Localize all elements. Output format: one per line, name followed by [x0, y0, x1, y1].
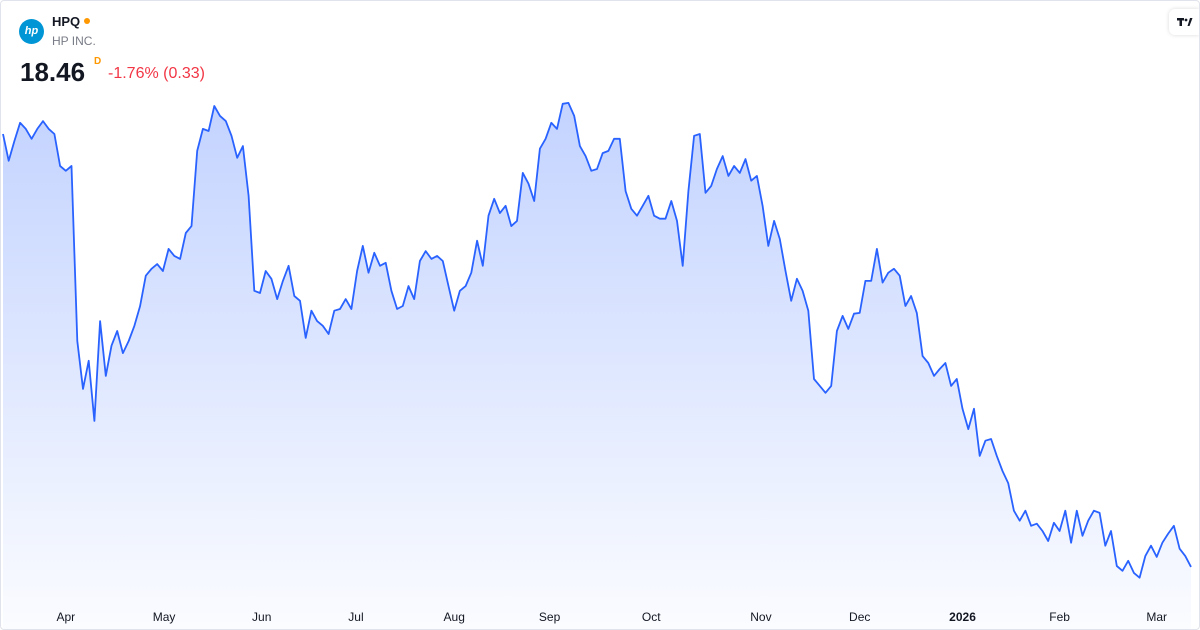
symbol[interactable]: HPQ — [52, 14, 91, 29]
x-tick-label: Jul — [348, 610, 363, 624]
company-name: HP INC. — [52, 34, 96, 48]
logo: hp — [19, 19, 44, 44]
x-tick-label: 2026 — [949, 610, 976, 624]
x-tick-label: Aug — [444, 610, 465, 624]
interval: D — [94, 56, 102, 67]
x-tick-label: Feb — [1049, 610, 1070, 624]
area-fill — [3, 102, 1191, 629]
x-tick-label: Jun — [252, 610, 271, 624]
change: -1.76% (0.33) — [108, 65, 205, 82]
x-tick-label: Nov — [750, 610, 771, 624]
status-dot — [84, 18, 91, 24]
x-tick-label: Apr — [56, 610, 75, 624]
x-tick-label: Mar — [1146, 610, 1167, 624]
x-tick-label: Dec — [849, 610, 870, 624]
x-tick-label: May — [153, 610, 176, 624]
price: 18.46 — [20, 57, 86, 87]
tv-icon — [1177, 18, 1193, 26]
x-tick-label: Oct — [642, 610, 661, 624]
x-tick-label: Sep — [539, 610, 561, 624]
symbol-text[interactable]: HPQ — [52, 14, 81, 29]
tradingview-logo[interactable] — [1169, 9, 1199, 35]
price-line — [2, 102, 1192, 579]
